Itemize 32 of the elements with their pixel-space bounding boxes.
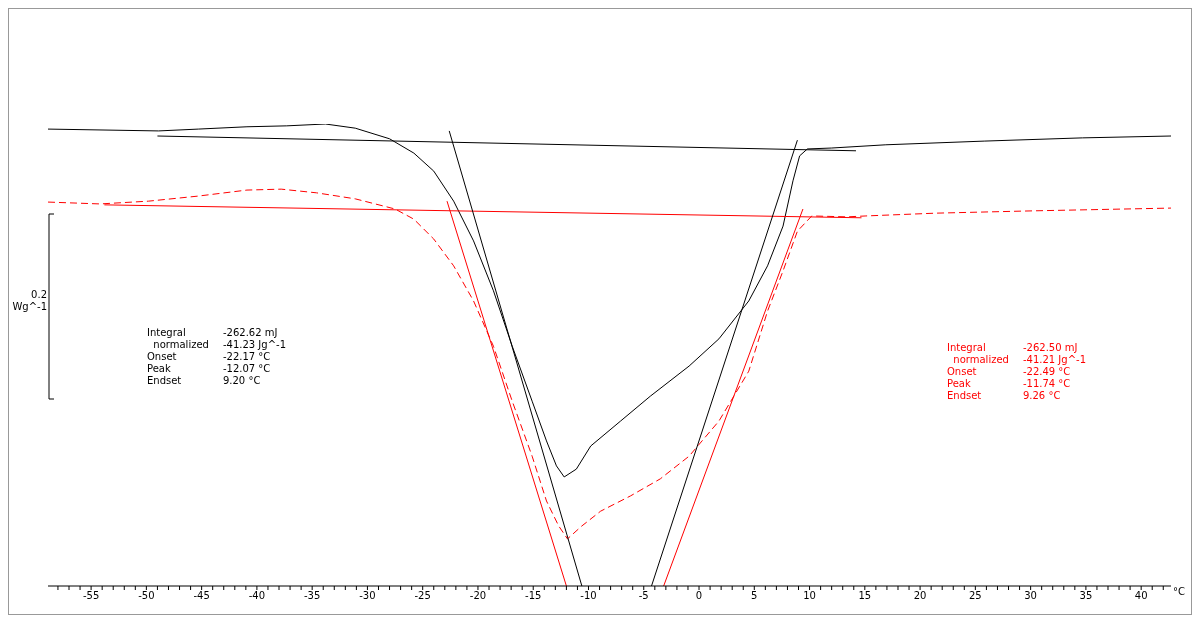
text: Endset 9.26 °C <box>947 390 1061 401</box>
x-tick-label: -25 <box>414 590 431 602</box>
x-axis-title: °C <box>1173 586 1185 597</box>
x-tick-label: 5 <box>751 590 758 602</box>
x-tick-label: 0 <box>695 590 703 602</box>
text: Endset 9.20 °C <box>147 375 261 386</box>
text: Onset -22.49 °C <box>947 366 1071 377</box>
x-tick-label: -30 <box>359 590 376 602</box>
x-tick-label: -50 <box>138 590 155 602</box>
text: Integral -262.62 mJ <box>147 327 278 338</box>
x-tick-label: 35 <box>1079 590 1093 602</box>
x-tick-label: 40 <box>1134 590 1148 602</box>
x-tick-label: -55 <box>82 590 100 602</box>
x-tick-label: -40 <box>248 590 266 602</box>
x-tick-label: 10 <box>803 590 816 602</box>
x-tick-label: -45 <box>193 590 210 602</box>
text: Integral -262.50 mJ <box>947 342 1078 353</box>
x-tick-label: 15 <box>858 590 872 602</box>
x-tick-label: -10 <box>580 590 597 602</box>
x-tick-label: 30 <box>1024 590 1037 602</box>
x-tick-label: 20 <box>913 590 927 602</box>
text: Peak -12.07 °C <box>147 363 271 374</box>
y-axis-title: 0.2 Wg^-1 <box>11 289 47 313</box>
x-tick-label: -35 <box>304 590 321 602</box>
text: normalized -41.23 Jg^-1 <box>153 339 286 350</box>
x-tick-label: -5 <box>638 590 649 602</box>
text: normalized -41.21 Jg^-1 <box>953 354 1086 365</box>
x-tick-label: 25 <box>968 590 982 602</box>
text: Peak -11.74 °C <box>947 378 1071 389</box>
x-tick-label: -20 <box>469 590 487 602</box>
x-tick-label: -15 <box>525 590 542 602</box>
text: Onset -22.17 °C <box>147 351 271 362</box>
